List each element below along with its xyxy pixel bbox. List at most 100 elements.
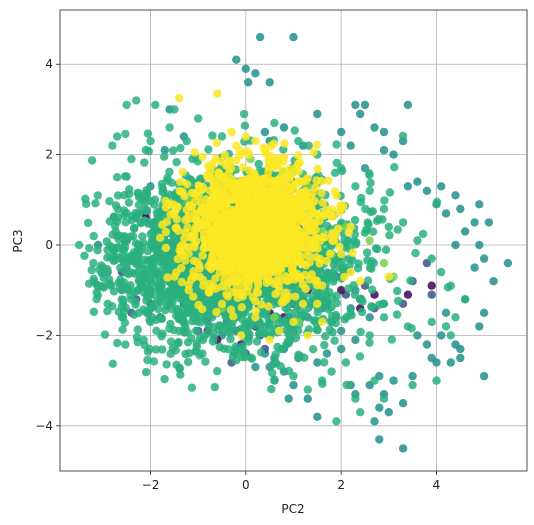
data-point	[303, 331, 312, 340]
data-point	[184, 215, 193, 224]
data-point	[198, 152, 207, 162]
data-point	[432, 197, 442, 207]
data-point	[154, 269, 163, 278]
data-point	[232, 282, 242, 291]
y-axis-ticks: −4 −2 0 2 4	[35, 57, 60, 433]
data-point	[158, 220, 167, 229]
data-point	[292, 179, 301, 188]
data-point	[365, 186, 374, 195]
data-point	[413, 236, 422, 245]
data-point	[161, 243, 171, 253]
data-point	[351, 182, 360, 191]
data-point	[194, 114, 203, 123]
data-point	[227, 219, 236, 228]
data-point	[378, 299, 388, 308]
data-point	[133, 337, 142, 347]
data-point	[403, 322, 413, 331]
data-point	[124, 269, 133, 279]
data-point	[177, 263, 186, 273]
data-point	[172, 158, 181, 167]
data-point	[475, 322, 484, 331]
data-point	[191, 326, 201, 335]
data-point	[255, 32, 265, 42]
data-point	[313, 412, 322, 421]
data-point	[232, 155, 241, 165]
data-point	[132, 96, 141, 105]
data-point	[190, 148, 199, 157]
data-point	[305, 275, 314, 284]
data-point	[234, 239, 244, 248]
data-point	[139, 205, 148, 214]
data-point	[327, 212, 336, 221]
data-point	[303, 218, 312, 227]
plot-frame	[59, 9, 528, 472]
data-point	[403, 182, 413, 191]
data-point	[222, 233, 232, 243]
data-point	[503, 258, 513, 268]
data-point	[248, 261, 258, 270]
data-point	[166, 337, 176, 346]
data-point	[356, 277, 365, 286]
data-point	[168, 146, 178, 155]
data-point	[192, 347, 201, 356]
data-point	[185, 201, 194, 210]
data-point	[144, 263, 153, 273]
data-point	[413, 331, 422, 340]
data-point	[222, 290, 231, 299]
data-point	[224, 168, 233, 178]
data-point	[122, 100, 131, 110]
data-point	[128, 232, 138, 241]
data-point	[363, 218, 372, 227]
data-point	[286, 335, 295, 344]
y-tick-label: −4	[35, 419, 53, 433]
data-point	[408, 380, 417, 390]
data-point	[208, 337, 218, 346]
data-point	[368, 227, 378, 236]
data-point	[322, 349, 332, 358]
data-point	[317, 376, 327, 385]
data-point	[441, 209, 451, 218]
data-point	[351, 100, 360, 110]
data-point	[351, 335, 360, 345]
data-point	[139, 238, 148, 247]
data-point	[298, 299, 308, 308]
y-tick-label: 2	[45, 148, 53, 162]
data-point	[318, 232, 327, 242]
data-point	[174, 338, 183, 348]
data-point	[348, 255, 357, 265]
data-point	[202, 313, 211, 322]
data-point	[289, 317, 298, 327]
data-point	[234, 246, 243, 255]
data-point	[89, 258, 98, 268]
data-point	[315, 259, 324, 268]
data-point	[186, 303, 195, 312]
data-point	[375, 403, 384, 412]
data-point	[182, 180, 192, 189]
data-point	[176, 177, 185, 186]
data-point	[422, 186, 432, 195]
data-point	[251, 194, 260, 203]
data-point	[264, 288, 274, 297]
data-point	[252, 272, 261, 281]
data-point	[251, 236, 261, 246]
data-point	[161, 306, 170, 315]
data-point	[267, 385, 276, 394]
data-point	[268, 259, 278, 268]
data-point	[198, 291, 207, 301]
data-point	[341, 358, 351, 367]
data-point	[220, 151, 230, 160]
data-point	[113, 191, 123, 200]
data-point	[346, 267, 355, 277]
data-point	[154, 304, 163, 314]
data-point	[160, 145, 169, 155]
data-point	[362, 225, 371, 235]
data-point	[332, 417, 341, 426]
data-point	[232, 349, 241, 358]
data-point	[118, 250, 127, 260]
data-point	[116, 275, 125, 284]
data-point	[343, 238, 352, 247]
data-point	[215, 342, 224, 352]
data-point	[334, 224, 343, 233]
data-point	[203, 173, 213, 182]
data-point	[427, 290, 436, 299]
